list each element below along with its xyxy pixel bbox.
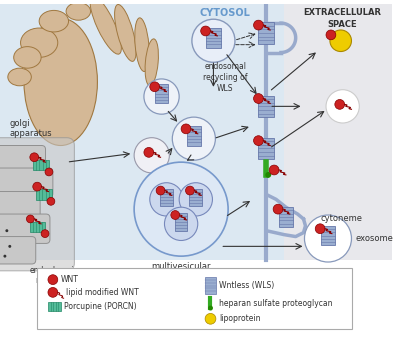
Text: cytoneme: cytoneme: [320, 215, 362, 223]
Bar: [175, 213, 188, 231]
Circle shape: [47, 197, 55, 205]
Polygon shape: [284, 3, 392, 260]
Circle shape: [254, 20, 263, 30]
Polygon shape: [0, 3, 392, 260]
Bar: [206, 28, 221, 47]
Circle shape: [315, 224, 325, 234]
Ellipse shape: [39, 11, 68, 32]
Circle shape: [265, 172, 271, 178]
Bar: [48, 302, 61, 311]
Ellipse shape: [66, 3, 90, 20]
Bar: [321, 226, 335, 245]
Text: golgi
apparatus: golgi apparatus: [10, 119, 52, 138]
Circle shape: [134, 138, 169, 173]
FancyBboxPatch shape: [0, 138, 74, 271]
Text: Wntless (WLS): Wntless (WLS): [219, 281, 274, 290]
Circle shape: [201, 26, 210, 36]
Circle shape: [304, 215, 352, 262]
Bar: [258, 138, 274, 159]
Circle shape: [181, 124, 191, 134]
Ellipse shape: [90, 0, 121, 54]
Circle shape: [330, 30, 352, 52]
Text: CYTOSOL: CYTOSOL: [200, 8, 251, 18]
Circle shape: [164, 207, 198, 240]
Bar: [36, 189, 52, 200]
Circle shape: [208, 305, 213, 311]
Bar: [160, 188, 173, 206]
Text: heparan sulfate proteoglycan: heparan sulfate proteoglycan: [219, 299, 333, 307]
Circle shape: [254, 136, 263, 145]
Text: lipid modified WNT: lipid modified WNT: [66, 288, 138, 297]
Ellipse shape: [14, 47, 41, 68]
Bar: [37, 268, 352, 328]
FancyBboxPatch shape: [0, 168, 53, 197]
Circle shape: [26, 215, 34, 223]
Circle shape: [179, 183, 212, 216]
Circle shape: [254, 94, 263, 103]
Circle shape: [144, 79, 179, 114]
Circle shape: [156, 186, 165, 195]
Bar: [155, 84, 168, 103]
Circle shape: [33, 182, 42, 191]
Circle shape: [48, 287, 58, 297]
FancyBboxPatch shape: [0, 237, 36, 264]
Ellipse shape: [24, 18, 98, 145]
Text: exosome: exosome: [355, 234, 393, 243]
Text: lipoprotein: lipoprotein: [219, 314, 261, 323]
Circle shape: [30, 153, 39, 162]
Ellipse shape: [8, 68, 31, 86]
Text: multivesicular
body: multivesicular body: [151, 262, 211, 281]
Circle shape: [172, 117, 215, 160]
Text: EXTRACELLULAR
SPACE: EXTRACELLULAR SPACE: [304, 8, 382, 28]
Circle shape: [269, 165, 279, 175]
Ellipse shape: [114, 4, 136, 61]
Circle shape: [335, 100, 345, 109]
Circle shape: [171, 211, 180, 219]
Circle shape: [48, 275, 58, 284]
Bar: [190, 188, 202, 206]
Bar: [186, 126, 201, 145]
Ellipse shape: [20, 28, 58, 57]
FancyBboxPatch shape: [0, 214, 50, 243]
Text: endoplasmic
reticulum: endoplasmic reticulum: [30, 266, 78, 285]
Text: endosomal
recycling of
WLS: endosomal recycling of WLS: [203, 62, 248, 94]
Bar: [258, 96, 274, 117]
Ellipse shape: [145, 39, 158, 86]
Circle shape: [4, 255, 6, 258]
Circle shape: [326, 90, 359, 123]
Text: Porcupine (PORCN): Porcupine (PORCN): [64, 302, 136, 311]
Circle shape: [326, 30, 336, 40]
Circle shape: [5, 229, 8, 232]
Bar: [258, 22, 274, 44]
Circle shape: [45, 168, 53, 176]
FancyBboxPatch shape: [0, 145, 46, 175]
Circle shape: [150, 82, 160, 92]
Circle shape: [205, 314, 216, 324]
Circle shape: [192, 19, 235, 62]
Bar: [30, 222, 44, 232]
Circle shape: [150, 183, 183, 216]
Circle shape: [41, 230, 49, 238]
Circle shape: [186, 186, 194, 195]
Ellipse shape: [135, 18, 149, 72]
Bar: [205, 277, 216, 294]
Bar: [0, 260, 392, 336]
FancyBboxPatch shape: [0, 192, 40, 221]
Circle shape: [134, 162, 228, 256]
Bar: [33, 160, 50, 171]
Bar: [278, 207, 293, 227]
Text: WNT: WNT: [61, 275, 78, 284]
Circle shape: [8, 245, 11, 248]
Circle shape: [144, 147, 154, 157]
Circle shape: [273, 204, 283, 214]
